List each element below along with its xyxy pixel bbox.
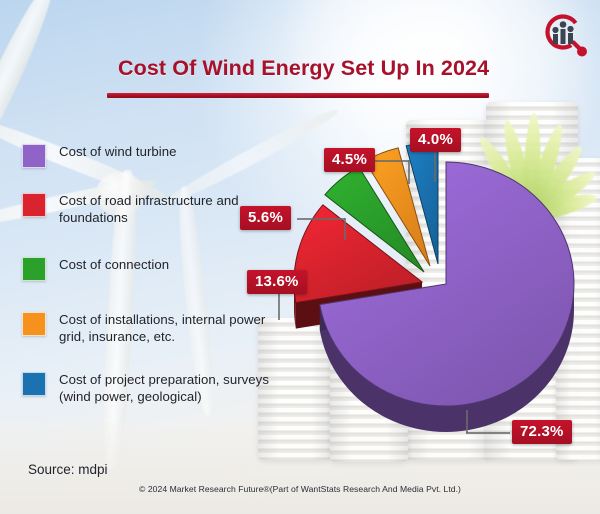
- leader-line-72: [466, 432, 510, 434]
- market-research-future-logo: [545, 14, 587, 57]
- data-label-56: 5.6%: [240, 206, 291, 230]
- legend-label: Cost of installations, internal power gr…: [59, 312, 266, 344]
- source-text: Source: mdpi: [28, 462, 108, 477]
- legend-item-project-preparation[interactable]: Cost of project preparation, surveys (wi…: [22, 371, 284, 405]
- pie-chart: [293, 141, 575, 433]
- leader-line-72-stem: [466, 410, 468, 433]
- legend-swatch-red: [22, 193, 46, 217]
- leader-line-40-stem: [434, 152, 436, 182]
- legend-swatch-orange: [22, 312, 46, 336]
- legend-label: Cost of wind turbine: [59, 144, 177, 159]
- legend-label: Cost of road infrastructure and foundati…: [59, 193, 239, 225]
- legend-swatch-purple: [22, 144, 46, 168]
- page-title: Cost Of Wind Energy Set Up In 2024: [118, 56, 490, 80]
- leader-line-56: [297, 218, 345, 220]
- legend-item-wind-turbine[interactable]: Cost of wind turbine: [22, 143, 284, 168]
- title-underline: [107, 93, 489, 98]
- coin-stack: [258, 318, 332, 460]
- copyright-text: © 2024 Market Research Future®(Part of W…: [139, 484, 461, 494]
- legend-item-connection[interactable]: Cost of connection: [22, 256, 284, 281]
- leader-line-56-stem: [344, 218, 346, 240]
- data-label-72: 72.3%: [512, 420, 572, 444]
- leader-line-45: [367, 160, 409, 162]
- legend-item-road-infrastructure[interactable]: Cost of road infrastructure and foundati…: [22, 192, 284, 226]
- legend-swatch-blue: [22, 372, 46, 396]
- leader-line-45-stem: [408, 160, 410, 184]
- legend-label: Cost of connection: [59, 257, 170, 272]
- data-label-13: 13.6%: [247, 270, 307, 294]
- legend: Cost of wind turbine Cost of road infras…: [22, 143, 284, 429]
- leader-line-13-stem: [278, 294, 280, 320]
- data-label-45: 4.5%: [324, 148, 375, 172]
- legend-label: Cost of project preparation, surveys (wi…: [59, 372, 269, 404]
- legend-swatch-green: [22, 257, 46, 281]
- data-label-40: 4.0%: [410, 128, 461, 152]
- legend-item-installations[interactable]: Cost of installations, internal power gr…: [22, 311, 284, 345]
